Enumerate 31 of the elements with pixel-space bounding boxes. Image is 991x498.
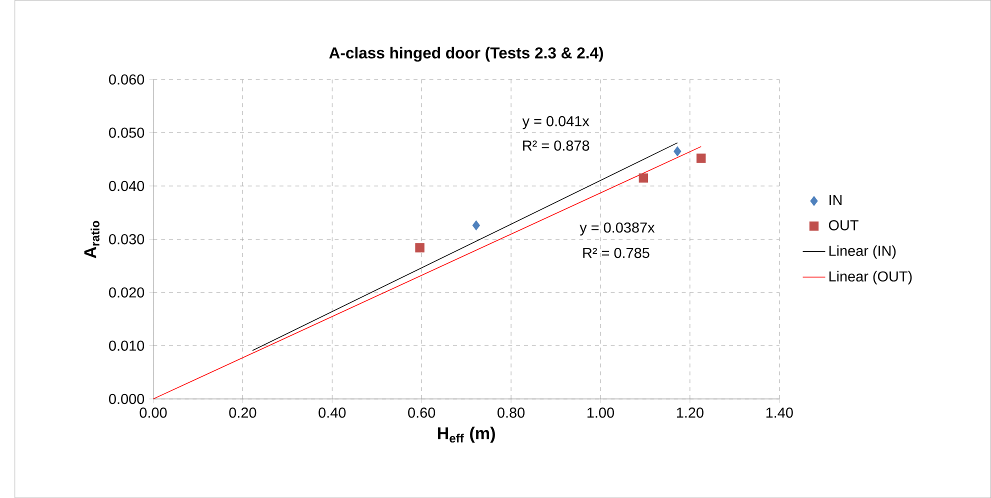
legend-label: IN	[830, 194, 842, 205]
chart-title: A-class hinged door (Tests 2.3 & 2.4)	[329, 46, 604, 62]
x-axis-title: H$_{eff}$ (m)	[438, 426, 495, 443]
y-tick-label: 0.050	[109, 128, 144, 138]
annotation: y = 0.0387x	[580, 222, 655, 236]
x-tick-label: 0.40	[318, 407, 346, 418]
point	[415, 243, 424, 252]
y-tick-label: 0.000	[109, 394, 144, 404]
point	[696, 154, 706, 163]
x-tick-label: 0.20	[229, 407, 256, 418]
x-tick-label: 0.80	[498, 407, 525, 418]
point	[472, 220, 480, 230]
x-tick-label: 1.40	[766, 407, 793, 418]
y-axis-title: A$_{ratio}$	[84, 220, 100, 258]
legend-label: OUT	[828, 220, 858, 230]
y-tick-label: 0.040	[109, 180, 144, 192]
annotation: y = 0.041x	[522, 116, 590, 130]
annotation: R² = 0.878	[523, 140, 590, 151]
y-tick-label: 0.060	[109, 74, 144, 85]
annotation: R² = 0.785	[583, 248, 650, 258]
y-tick-label: 0.030	[109, 234, 144, 244]
legend-label: Linear (OUT)	[829, 270, 912, 284]
y-tick-label: 0.020	[109, 287, 144, 298]
x-tick-label: 0.60	[408, 407, 436, 418]
y-tick-label: 0.010	[109, 340, 144, 351]
legend-label: Linear (IN)	[829, 245, 896, 259]
x-tick-label: 0.00	[140, 407, 167, 418]
x-tick-label: 1.20	[676, 407, 704, 418]
x-tick-label: 1.00	[588, 407, 614, 418]
point	[638, 173, 648, 183]
point	[674, 146, 682, 156]
